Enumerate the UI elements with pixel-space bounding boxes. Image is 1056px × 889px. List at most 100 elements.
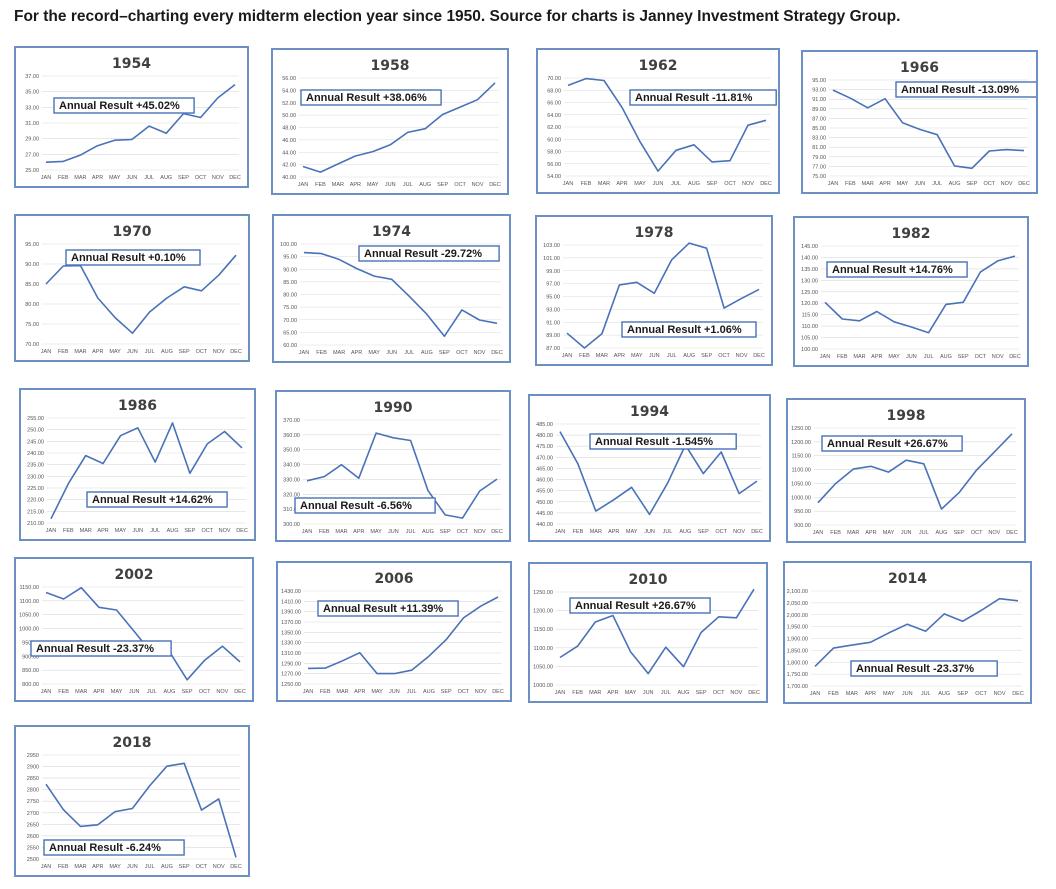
x-tick-label: NOV xyxy=(475,689,487,695)
y-tick-label: 90.00 xyxy=(25,262,39,268)
annual-result-box xyxy=(895,81,1036,98)
y-tick-label: 95.00 xyxy=(283,255,297,261)
x-tick-label: MAY xyxy=(109,349,121,355)
chart-title: 2018 xyxy=(113,735,152,751)
x-tick-label: AUG xyxy=(167,528,179,534)
chart-svg: 1954 25.00 27.00 29.00 31.00 33.00 35.00 37.00 J… xyxy=(25,56,241,181)
y-tick-label: 440.00 xyxy=(536,522,553,528)
y-tick-label: 465.00 xyxy=(536,466,553,472)
y-tick-label: 2700 xyxy=(27,811,39,817)
x-tick-label: SEP xyxy=(439,350,450,356)
y-tick-label: 1000.00 xyxy=(19,627,39,633)
series-line xyxy=(45,83,236,163)
x-tick-label: MAY xyxy=(111,689,123,695)
chart-title: 1974 xyxy=(372,224,411,240)
y-tick-label: 1430.00 xyxy=(281,589,301,595)
x-tick-label: MAY xyxy=(625,690,637,696)
y-tick-label: 95.00 xyxy=(546,295,560,301)
y-tick-label: 87.00 xyxy=(812,116,826,122)
x-tick-label: OCT xyxy=(983,181,995,187)
y-tick-label: 100.00 xyxy=(280,242,297,248)
series-line xyxy=(45,254,237,334)
x-tick-label: APR xyxy=(351,350,362,356)
y-tick-label: 1050.00 xyxy=(791,481,811,487)
x-tick-label: JUL xyxy=(144,175,154,181)
x-tick-label: DEC xyxy=(753,353,765,359)
x-tick-label: MAR xyxy=(862,181,874,187)
page-headline: For the record–charting every midterm el… xyxy=(14,8,901,25)
y-tick-label: 2650 xyxy=(27,822,39,828)
chart-panel-1962: 1962 54.00 56.00 58.00 60.00 62.00 64.00 66.00 6… xyxy=(536,48,780,194)
series-line xyxy=(307,596,499,675)
annual-result-label: Annual Result +14.76% xyxy=(832,264,953,276)
series-line xyxy=(566,242,760,349)
chart-svg: 1982 100.00 105.00 110.00 115.00 120.00 125.00… xyxy=(801,226,1021,360)
y-tick-label: 215.00 xyxy=(27,509,44,515)
x-tick-label: MAY xyxy=(888,354,900,360)
y-tick-label: 225.00 xyxy=(27,486,44,492)
series-line xyxy=(817,433,1013,510)
annual-result-label: Annual Result -11.81% xyxy=(635,92,753,104)
x-tick-label: JAN xyxy=(563,181,573,187)
chart-title: 1978 xyxy=(635,225,674,241)
y-tick-label: 50.00 xyxy=(282,113,296,119)
y-tick-label: 1,900.00 xyxy=(787,637,808,643)
chart-panel-2014: 2014 1,700.00 1,750.00 1,800.00 1,850.00 1,90… xyxy=(783,561,1032,704)
series-line xyxy=(832,89,1025,170)
chart-title: 1998 xyxy=(887,408,926,424)
series-line xyxy=(814,597,1019,667)
x-tick-label: AUG xyxy=(938,691,950,697)
x-tick-label: JUN xyxy=(906,354,917,360)
y-tick-label: 85.00 xyxy=(812,126,826,132)
y-tick-label: 44.00 xyxy=(282,150,296,156)
x-tick-label: DEC xyxy=(229,175,241,181)
y-tick-label: 48.00 xyxy=(282,126,296,132)
x-tick-label: SEP xyxy=(184,528,195,534)
x-tick-label: JUN xyxy=(914,181,925,187)
y-tick-label: 1,800.00 xyxy=(787,660,808,666)
x-tick-label: MAY xyxy=(634,181,646,187)
y-tick-label: 460.00 xyxy=(536,478,553,484)
x-tick-label: MAY xyxy=(109,864,121,870)
series-line xyxy=(302,82,496,173)
y-tick-label: 2,100.00 xyxy=(787,589,808,595)
y-tick-label: 1150.00 xyxy=(792,454,811,460)
chart-title: 1966 xyxy=(900,60,939,76)
y-tick-label: 75.00 xyxy=(812,174,826,180)
x-tick-label: FEB xyxy=(58,349,69,355)
annual-result-box xyxy=(621,321,757,338)
chart-svg: 2014 1,700.00 1,750.00 1,800.00 1,850.00 1,90… xyxy=(787,571,1024,697)
x-tick-label: OCT xyxy=(201,528,213,534)
x-tick-label: DEC xyxy=(760,181,772,187)
x-tick-label: AUG xyxy=(935,530,947,536)
x-tick-label: MAY xyxy=(115,528,127,534)
y-tick-label: 1150.00 xyxy=(20,585,39,591)
y-tick-label: 2,050.00 xyxy=(787,601,808,607)
y-tick-label: 62.00 xyxy=(547,125,561,131)
y-tick-label: 101.00 xyxy=(543,256,560,262)
x-tick-label: SEP xyxy=(701,353,712,359)
x-tick-label: OCT xyxy=(195,175,207,181)
y-tick-label: 2,000.00 xyxy=(787,613,808,619)
y-tick-label: 1350.00 xyxy=(281,630,301,636)
x-tick-label: FEB xyxy=(830,530,841,536)
y-tick-label: 1050.00 xyxy=(533,664,553,670)
x-tick-label: FEB xyxy=(845,181,856,187)
y-tick-label: 95.00 xyxy=(25,242,39,248)
x-tick-label: JUN xyxy=(127,864,138,870)
y-tick-label: 1,750.00 xyxy=(787,672,808,678)
y-tick-label: 2950 xyxy=(27,753,39,759)
series-line xyxy=(303,251,498,337)
y-tick-label: 1410.00 xyxy=(281,599,301,605)
x-tick-label: MAY xyxy=(883,530,895,536)
y-tick-label: 91.00 xyxy=(812,97,826,103)
y-tick-label: 455.00 xyxy=(536,489,553,495)
y-tick-label: 445.00 xyxy=(536,511,553,517)
x-tick-label: JUN xyxy=(649,353,660,359)
annual-result-label: Annual Result -13.09% xyxy=(901,84,1019,96)
x-tick-label: JAN xyxy=(820,354,830,360)
x-tick-label: JUL xyxy=(667,353,677,359)
chart-panel-1982: 1982 100.00 105.00 110.00 115.00 120.00 125.00… xyxy=(793,216,1029,367)
x-tick-label: AUG xyxy=(421,350,433,356)
y-tick-label: 81.00 xyxy=(812,145,826,151)
